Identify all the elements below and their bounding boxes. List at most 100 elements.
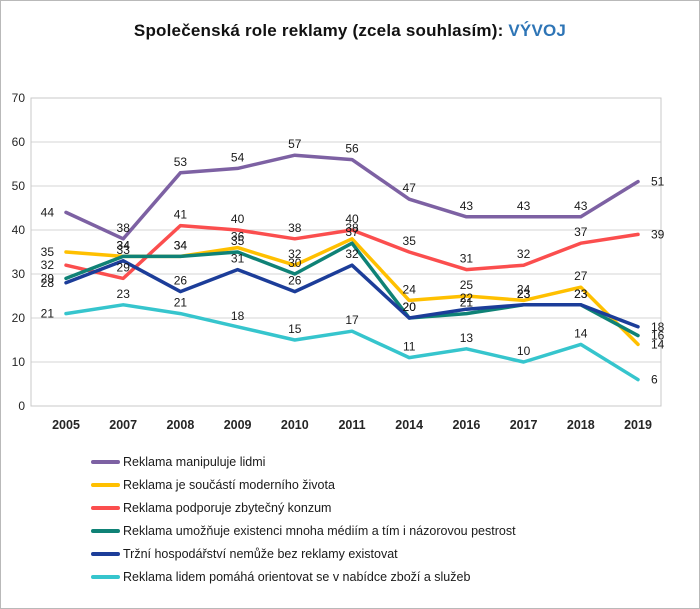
data-label: 11: [403, 340, 416, 354]
x-axis-tick-label: 2005: [52, 418, 80, 432]
data-label: 29: [117, 260, 131, 274]
legend-item: Reklama podporuje zbytečný konzum: [91, 499, 516, 516]
x-axis-tick-label: 2008: [166, 418, 194, 432]
data-label: 32: [345, 247, 359, 261]
data-label: 34: [117, 238, 131, 252]
data-label: 37: [345, 225, 359, 239]
data-label: 43: [574, 199, 588, 213]
data-label: 23: [517, 287, 531, 301]
legend-label: Reklama je součástí moderního života: [123, 477, 335, 492]
legend-item: Reklama manipuluje lidmi: [91, 453, 516, 470]
x-axis-tick-label: 2007: [109, 418, 137, 432]
data-label: 31: [231, 252, 245, 266]
x-axis-tick-label: 2019: [624, 418, 652, 432]
legend-item: Reklama lidem pomáhá orientovat se v nab…: [91, 568, 516, 585]
data-label: 21: [41, 307, 55, 321]
data-label: 10: [517, 344, 531, 358]
y-axis-tick-label: 40: [12, 223, 26, 237]
data-label: 36: [231, 230, 245, 244]
data-label: 25: [460, 278, 474, 292]
legend-item: Reklama je součástí moderního života: [91, 476, 516, 493]
y-axis-tick-label: 60: [12, 135, 26, 149]
chart-title-highlight: VÝVOJ: [508, 21, 567, 40]
data-label: 6: [651, 373, 658, 387]
x-axis-tick-label: 2010: [281, 418, 309, 432]
data-label: 34: [117, 238, 131, 252]
data-label: 17: [345, 313, 359, 327]
data-label: 30: [288, 256, 302, 270]
data-label: 33: [117, 243, 131, 257]
legend-label: Reklama lidem pomáhá orientovat se v nab…: [123, 569, 471, 584]
series-line: [64, 223, 640, 281]
data-label: 14: [651, 337, 665, 351]
data-label: 32: [41, 258, 55, 272]
data-label: 18: [231, 309, 245, 323]
x-axis-tick-label: 2018: [567, 418, 595, 432]
y-axis-tick-label: 30: [12, 267, 26, 281]
series-line: [64, 153, 640, 241]
data-label: 41: [174, 208, 188, 222]
data-label: 32: [517, 247, 531, 261]
data-label: 13: [460, 331, 474, 345]
legend-label: Reklama manipuluje lidmi: [123, 454, 266, 469]
legend-item: Tržní hospodářství nemůže bez reklamy ex…: [91, 545, 516, 562]
legend-item: Reklama umožňuje existenci mnoha médiím …: [91, 522, 516, 539]
data-label: 43: [460, 199, 474, 213]
series-line: [64, 259, 640, 329]
legend-label: Reklama umožňuje existenci mnoha médiím …: [123, 523, 516, 538]
data-label: 21: [174, 296, 188, 310]
data-label: 54: [231, 150, 245, 164]
data-label: 32: [288, 247, 302, 261]
chart-title: Společenská role reklamy (zcela souhlasí…: [1, 21, 699, 41]
plot-border: [30, 97, 662, 407]
legend-label: Tržní hospodářství nemůže bez reklamy ex…: [123, 546, 398, 561]
y-axis-tick-label: 0: [18, 399, 25, 413]
data-label: 14: [574, 326, 588, 340]
data-label: 31: [460, 252, 474, 266]
data-label: 53: [174, 155, 188, 169]
data-label: 18: [651, 320, 665, 334]
data-label: 20: [403, 300, 417, 314]
data-label: 40: [231, 212, 245, 226]
chart-title-text: Společenská role reklamy (zcela souhlasí…: [133, 21, 509, 40]
data-label: 20: [403, 300, 417, 314]
data-label: 24: [517, 282, 531, 296]
legend-swatch: [91, 574, 120, 579]
data-label: 23: [574, 287, 588, 301]
data-label: 23: [517, 287, 531, 301]
legend-swatch: [91, 528, 120, 533]
data-label: 38: [345, 221, 359, 235]
series-line: [64, 303, 640, 382]
data-label: 16: [651, 329, 665, 343]
data-label: 28: [41, 276, 55, 290]
legend-swatch: [91, 482, 120, 487]
data-label: 37: [574, 225, 588, 239]
data-label: 38: [117, 221, 131, 235]
data-label: 56: [345, 142, 359, 156]
data-label: 35: [403, 234, 417, 248]
data-label: 51: [651, 175, 665, 189]
data-label: 35: [231, 234, 245, 248]
data-label: 23: [117, 287, 131, 301]
data-label: 57: [288, 137, 302, 151]
y-axis-tick-label: 20: [12, 311, 26, 325]
x-axis-tick-label: 2017: [510, 418, 538, 432]
data-label: 15: [288, 322, 302, 336]
data-label: 40: [345, 212, 359, 226]
data-label: 43: [517, 199, 531, 213]
data-label: 47: [403, 181, 417, 195]
legend-swatch: [91, 459, 120, 464]
y-axis-tick-label: 70: [12, 91, 26, 105]
data-label: 29: [41, 271, 55, 285]
legend-swatch: [91, 505, 120, 510]
data-label: 26: [174, 274, 188, 288]
legend-swatch: [91, 551, 120, 556]
x-axis-tick-label: 2016: [452, 418, 480, 432]
data-label: 24: [403, 282, 417, 296]
y-axis-tick-label: 10: [12, 355, 26, 369]
data-label: 26: [288, 274, 302, 288]
data-label: 27: [574, 269, 588, 283]
x-axis-tick-label: 2011: [338, 418, 365, 432]
